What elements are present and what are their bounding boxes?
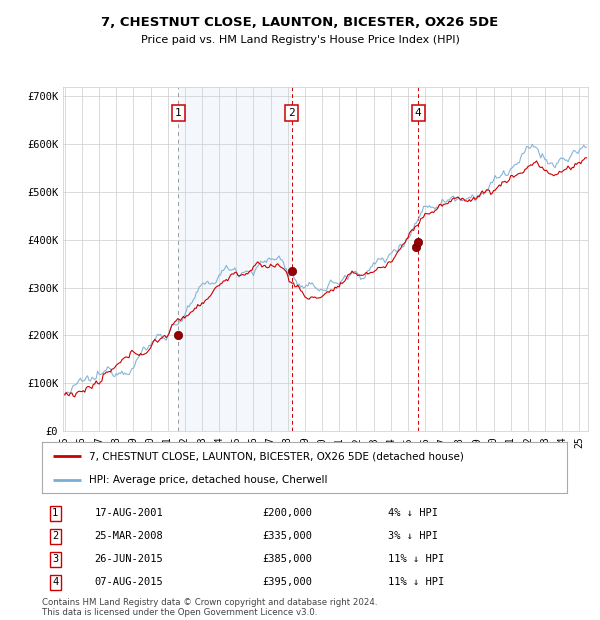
Text: 4: 4: [52, 577, 58, 587]
Text: £335,000: £335,000: [263, 531, 313, 541]
Text: 17-AUG-2001: 17-AUG-2001: [95, 508, 163, 518]
Text: 1: 1: [52, 508, 58, 518]
Text: 2: 2: [52, 531, 58, 541]
Bar: [178, 87, 292, 431]
Text: 7, CHESTNUT CLOSE, LAUNTON, BICESTER, OX26 5DE: 7, CHESTNUT CLOSE, LAUNTON, BICESTER, OX…: [101, 16, 499, 29]
Text: 11% ↓ HPI: 11% ↓ HPI: [389, 554, 445, 564]
Text: Price paid vs. HM Land Registry's House Price Index (HPI): Price paid vs. HM Land Registry's House …: [140, 35, 460, 45]
Text: £385,000: £385,000: [263, 554, 313, 564]
Text: 1: 1: [175, 108, 182, 118]
Text: 2: 2: [289, 108, 295, 118]
Text: 7, CHESTNUT CLOSE, LAUNTON, BICESTER, OX26 5DE (detached house): 7, CHESTNUT CLOSE, LAUNTON, BICESTER, OX…: [89, 451, 464, 461]
Text: £395,000: £395,000: [263, 577, 313, 587]
Text: HPI: Average price, detached house, Cherwell: HPI: Average price, detached house, Cher…: [89, 475, 328, 485]
Text: 07-AUG-2015: 07-AUG-2015: [95, 577, 163, 587]
Text: Contains HM Land Registry data © Crown copyright and database right 2024.
This d: Contains HM Land Registry data © Crown c…: [42, 598, 377, 617]
Text: 4% ↓ HPI: 4% ↓ HPI: [389, 508, 439, 518]
Text: 3% ↓ HPI: 3% ↓ HPI: [389, 531, 439, 541]
Text: 3: 3: [52, 554, 58, 564]
Text: 26-JUN-2015: 26-JUN-2015: [95, 554, 163, 564]
Text: £200,000: £200,000: [263, 508, 313, 518]
Text: 11% ↓ HPI: 11% ↓ HPI: [389, 577, 445, 587]
Text: 25-MAR-2008: 25-MAR-2008: [95, 531, 163, 541]
Text: 4: 4: [415, 108, 422, 118]
